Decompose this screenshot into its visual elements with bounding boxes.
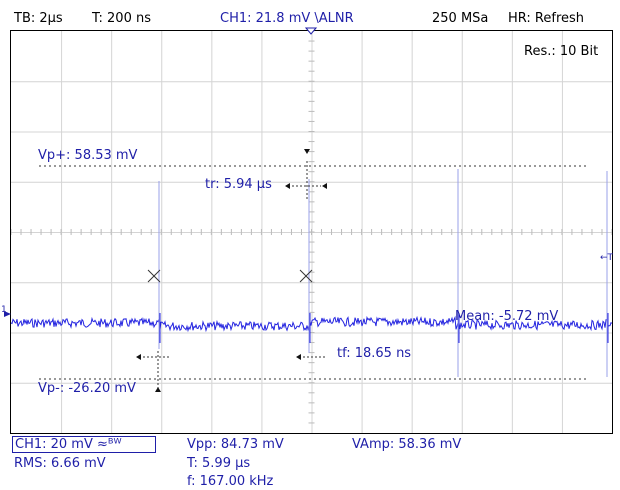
rise-end-cross-marker — [299, 269, 313, 283]
resolution-readout: Res.: 10 Bit — [524, 44, 599, 59]
frequency-readout: f: 167.00 kHz — [187, 474, 274, 489]
ch1-setting: CH1: 20 mV ≈ᴮᵂ — [15, 437, 122, 452]
waveform-spikes — [158, 169, 609, 377]
vp-plus-label: Vp+: 58.53 mV — [38, 148, 138, 163]
vamp-readout: VAmp: 58.36 mV — [352, 437, 462, 452]
vpp-readout: Vpp: 84.73 mV — [187, 437, 284, 452]
rise-time-left-arrow-icon — [285, 183, 290, 189]
rise-time-down-arrow-icon — [304, 149, 310, 154]
acquisition-mode-readout: HR: Refresh — [508, 11, 585, 26]
vp-minus-label: Vp-: -26.20 mV — [38, 381, 136, 396]
trigger-time-readout: T: 200 ns — [92, 11, 151, 26]
trigger-level-marker: ←T — [600, 253, 614, 263]
timebase-readout: TB: 2µs — [14, 11, 63, 26]
cursor-markers — [136, 149, 327, 392]
fall-time-left-arrow-icon — [136, 354, 141, 360]
fall-time-mid-arrow-icon — [296, 354, 301, 360]
ch1-setting-box[interactable] — [12, 436, 156, 453]
fall-time-up-arrow-icon — [155, 387, 161, 392]
ch1-waveform-trace — [11, 315, 612, 333]
rise-start-cross-marker — [147, 269, 161, 283]
channel-1-arrow-icon — [4, 311, 11, 317]
fall-time-label: tf: 18.65 ns — [337, 346, 412, 361]
mean-label: Mean: -5.72 mV — [455, 309, 559, 324]
sample-rate-readout: 250 MSa — [432, 11, 489, 26]
period-readout: T: 5.99 µs — [187, 456, 251, 471]
channel-1-marker: 1 — [1, 305, 7, 315]
trigger-readout: CH1: 21.8 mV \ALNR — [220, 11, 354, 26]
rise-time-label: tr: 5.94 µs — [205, 177, 272, 192]
scope-screen[interactable]: Res.: 10 Bit — [10, 30, 613, 434]
rms-readout: RMS: 6.66 mV — [14, 456, 106, 471]
trigger-position-icon — [305, 27, 317, 35]
measurement-cursors — [39, 165, 586, 380]
waveform-display — [11, 31, 612, 433]
rise-time-right-arrow-icon — [322, 183, 327, 189]
graticule — [11, 31, 612, 433]
